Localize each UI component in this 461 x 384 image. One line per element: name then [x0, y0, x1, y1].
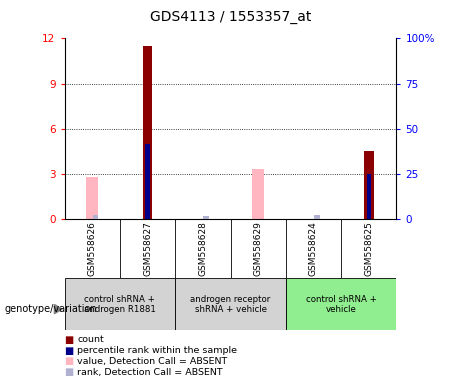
Bar	[252, 169, 264, 219]
Text: value, Detection Call = ABSENT: value, Detection Call = ABSENT	[77, 357, 228, 366]
Text: ■: ■	[65, 335, 74, 345]
Text: GSM558629: GSM558629	[254, 221, 263, 276]
Text: GSM558624: GSM558624	[309, 221, 318, 276]
Text: GDS4113 / 1553357_at: GDS4113 / 1553357_at	[150, 10, 311, 23]
Text: control shRNA +
androgen R1881: control shRNA + androgen R1881	[84, 295, 156, 314]
Bar	[175, 278, 286, 330]
Bar	[93, 215, 98, 219]
Bar	[366, 174, 371, 219]
Text: GSM558626: GSM558626	[88, 221, 97, 276]
Bar	[145, 144, 150, 219]
Text: count: count	[77, 335, 104, 344]
Text: ■: ■	[65, 356, 74, 366]
Text: androgen receptor
shRNA + vehicle: androgen receptor shRNA + vehicle	[190, 295, 271, 314]
Text: ■: ■	[65, 367, 74, 377]
Text: GSM558628: GSM558628	[198, 221, 207, 276]
Bar	[142, 46, 153, 219]
Text: control shRNA +
vehicle: control shRNA + vehicle	[306, 295, 377, 314]
Text: GSM558625: GSM558625	[364, 221, 373, 276]
Text: genotype/variation: genotype/variation	[5, 304, 97, 314]
Text: rank, Detection Call = ABSENT: rank, Detection Call = ABSENT	[77, 367, 223, 377]
Bar	[65, 278, 175, 330]
Bar	[314, 215, 319, 219]
Text: percentile rank within the sample: percentile rank within the sample	[77, 346, 237, 355]
Bar	[203, 215, 209, 219]
Polygon shape	[54, 305, 62, 314]
Bar	[286, 278, 396, 330]
Bar	[364, 151, 374, 219]
Text: ■: ■	[65, 346, 74, 356]
Bar	[86, 177, 98, 219]
Text: GSM558627: GSM558627	[143, 221, 152, 276]
